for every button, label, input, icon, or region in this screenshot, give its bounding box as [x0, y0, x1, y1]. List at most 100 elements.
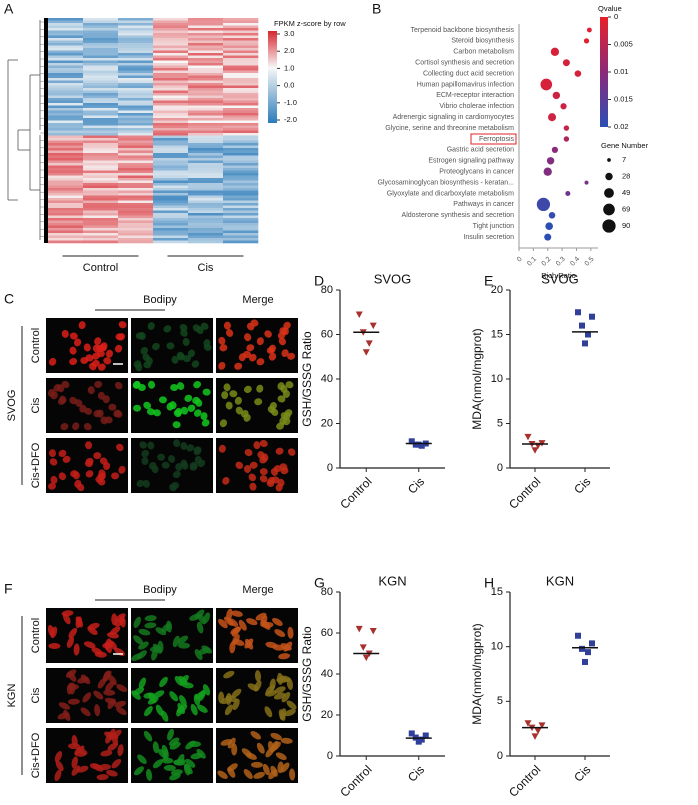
heatmap-cell — [223, 40, 259, 44]
heatmap-cell — [118, 98, 154, 101]
heatmap-cell — [83, 103, 119, 106]
data-point — [534, 727, 542, 735]
heatmap-cell — [223, 28, 259, 31]
heatmap-cell — [153, 168, 189, 171]
cell — [48, 482, 56, 490]
panel-letter: D — [314, 273, 324, 289]
data-point — [575, 309, 581, 316]
x-tick-label: 0.1 — [526, 256, 538, 268]
heatmap-cell — [83, 170, 119, 174]
x-axis-label: Rich Ratio — [541, 271, 576, 280]
heatmap-cell — [83, 113, 119, 116]
heatmap-cell — [223, 220, 259, 224]
heatmap-cell — [83, 213, 119, 216]
pathway-label: Glyoxylate and dicarboxylate metabolism — [387, 190, 514, 197]
colorbar-tick-label: 0 — [614, 12, 618, 21]
cell — [58, 472, 67, 481]
cell — [255, 612, 267, 621]
cell — [244, 333, 252, 342]
heatmap-cell — [153, 90, 189, 94]
cell — [68, 627, 78, 639]
cell — [279, 463, 288, 471]
cell — [232, 634, 240, 646]
heatmap-cell — [223, 98, 259, 101]
cell — [105, 641, 112, 654]
heatmap-cell — [48, 240, 84, 244]
cell — [172, 421, 181, 429]
cell — [190, 752, 203, 760]
cell — [176, 351, 185, 360]
cell — [74, 479, 82, 488]
data-point — [585, 649, 591, 656]
cell — [201, 645, 213, 654]
heatmap-cell — [118, 110, 154, 114]
heatmap-cell — [188, 143, 224, 146]
bubble — [560, 103, 567, 110]
cell — [218, 618, 228, 629]
cell — [189, 463, 198, 471]
cell — [241, 409, 249, 418]
cell — [254, 398, 263, 406]
heatmap-cell — [223, 55, 259, 59]
cell — [133, 360, 142, 368]
size-legend-marker — [603, 203, 615, 216]
x-tick-label: 0 — [516, 256, 524, 264]
heatmap-cell — [118, 130, 154, 134]
bubble — [551, 146, 559, 154]
heatmap-cell — [188, 200, 224, 204]
data-point — [415, 441, 422, 448]
heatmap-cell — [118, 133, 154, 136]
heatmap-cell — [83, 190, 119, 194]
heatmap-cell — [118, 93, 154, 96]
heatmap-cell — [223, 38, 259, 41]
heatmap-cell — [48, 205, 84, 209]
data-point — [531, 447, 539, 454]
heatmap-cell — [83, 18, 119, 21]
cell — [218, 361, 226, 370]
heatmap-cell — [223, 195, 259, 199]
heatmap-cell — [153, 153, 189, 156]
heatmap-cell — [188, 215, 224, 219]
heatmap-cell — [223, 95, 259, 99]
y-tick-label: 20 — [491, 284, 503, 296]
cell — [281, 349, 289, 357]
cell — [152, 342, 160, 351]
heatmap-cell — [223, 120, 259, 124]
heatmap-cell — [118, 228, 154, 231]
heatmap-cell — [48, 228, 84, 231]
cell — [141, 457, 149, 466]
heatmap-cell — [118, 208, 154, 211]
heatmap-cell — [83, 165, 119, 169]
heatmap-cell — [118, 153, 154, 156]
heatmap-cell — [223, 108, 259, 111]
cell — [57, 397, 66, 405]
heatmap-cell — [188, 73, 224, 76]
heatmap-cell — [153, 215, 189, 219]
heatmap-cell — [188, 18, 224, 21]
cell — [54, 769, 62, 782]
heatmap-cell — [188, 30, 224, 34]
heatmap-cell — [153, 150, 189, 154]
heatmap-cell — [48, 78, 84, 81]
cell — [277, 395, 286, 403]
cell — [217, 770, 228, 779]
cell — [222, 476, 230, 485]
size-legend-label: 69 — [622, 204, 630, 213]
heatmap-cell — [118, 230, 154, 234]
cell — [83, 343, 91, 352]
cell — [74, 745, 85, 755]
size-legend-label: 28 — [622, 171, 630, 180]
cell — [114, 344, 123, 353]
heatmap-cell — [83, 25, 119, 29]
heatmap-cell — [223, 118, 259, 121]
cell — [272, 617, 283, 626]
heatmap-cell — [223, 183, 259, 186]
heatmap-cell — [188, 195, 224, 199]
cell — [244, 638, 254, 649]
chart-title: SVOG — [541, 271, 579, 286]
cell — [114, 700, 127, 708]
cell — [284, 709, 296, 717]
x-tick-label: 0.3 — [555, 256, 567, 268]
size-legend-label: 90 — [622, 221, 630, 230]
cell — [93, 690, 104, 700]
